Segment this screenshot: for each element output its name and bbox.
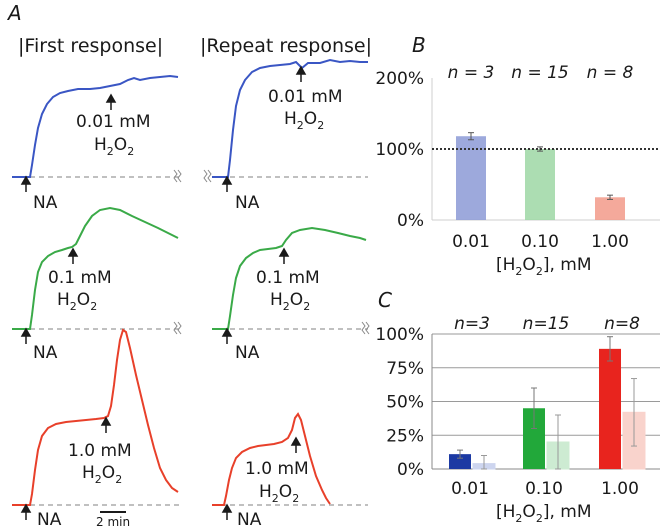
bars [456, 132, 625, 220]
bar-first [449, 454, 471, 469]
bar [456, 136, 486, 220]
na-label: NA [235, 193, 260, 213]
trace-first-0p01 [12, 74, 179, 178]
conc-label: 1.0 mM [68, 441, 132, 461]
arrow-up-icon [290, 436, 302, 453]
x-tick-label: 1.00 [601, 479, 639, 499]
x-tick-label: 0.10 [525, 479, 563, 499]
conc-label: 1.0 mM [245, 459, 309, 479]
arrow-up-icon [221, 175, 233, 192]
bars [449, 336, 646, 470]
panel-a-letter: A [6, 1, 22, 25]
bar [525, 149, 555, 220]
header-repeat-response: |Repeat response| [200, 35, 372, 57]
trace-row-2: NA 0.1 mM H2O2 NA 0.1 mM H2O2 [12, 206, 370, 363]
panel-a: A |First response| |Repeat response| NA … [6, 1, 372, 529]
x-tick-label: 0.01 [452, 232, 490, 252]
y-tick-labels: 0% 100% 200% [375, 69, 424, 231]
x-tick-label: 1.00 [591, 232, 629, 252]
na-label: NA [235, 343, 260, 363]
arrow-up-icon [67, 247, 79, 264]
trace-row-3: NA 1.0 mM H2O2 2 min NA 1.0 mM H2O2 [12, 328, 368, 529]
n-labels: n = 3 n = 15 n = 8 [448, 63, 634, 83]
x-axis-label: [H2O2], mM [496, 502, 591, 525]
h2o2-label: H2O2 [259, 482, 299, 505]
arrow-up-icon [278, 247, 290, 264]
n-label: n=3 [454, 314, 490, 334]
na-label: NA [33, 343, 58, 363]
n-label: n = 3 [448, 63, 495, 83]
x-tick-labels: 0.01 0.10 1.00 [451, 479, 639, 499]
y-tick-label: 0% [397, 211, 424, 231]
arrow-up-icon [20, 327, 32, 344]
h2o2-label: H2O2 [284, 109, 324, 132]
conc-label: 0.01 mM [76, 112, 150, 132]
axis-break-mark [203, 169, 212, 183]
bar-first [523, 408, 545, 469]
time-scale-label: 2 min [96, 515, 130, 529]
arrow-up-icon [20, 503, 32, 520]
trace-first-0p1 [12, 206, 179, 330]
y-tick-label: 100% [375, 325, 424, 345]
x-axis-label: [H2O2], mM [496, 255, 591, 278]
arrow-up-icon [221, 327, 233, 344]
x-tick-label: 0.01 [451, 479, 489, 499]
y-tick-label: 50% [386, 393, 424, 413]
n-label: n=15 [523, 314, 570, 334]
arrow-up-icon [20, 175, 32, 192]
n-label: n = 15 [511, 63, 568, 83]
y-tick-label: 0% [397, 460, 424, 480]
conc-label: 0.1 mM [256, 268, 320, 288]
h2o2-label: H2O2 [270, 290, 310, 313]
y-tick-label: 25% [386, 426, 424, 446]
arrow-up-icon [100, 416, 112, 433]
n-label: n=8 [604, 314, 640, 334]
trace-repeat-0p01 [212, 58, 368, 178]
h2o2-label: H2O2 [82, 463, 122, 486]
na-label: NA [37, 510, 62, 529]
trace-row-1: NA 0.01 mM H2O2 NA 0.01 mM H2O2 [12, 58, 368, 213]
header-first-response: |First response| [18, 35, 163, 57]
x-tick-labels: 0.01 0.10 1.00 [452, 232, 629, 252]
axis-break-mark [173, 169, 182, 183]
x-tick-label: 0.10 [521, 232, 559, 252]
arrow-up-icon [295, 65, 307, 82]
y-tick-label: 200% [375, 69, 424, 89]
y-tick-labels: 0% 25% 50% 75% 100% [375, 325, 424, 480]
h2o2-label: H2O2 [94, 135, 134, 158]
axis-break-mark [173, 321, 182, 335]
arrow-up-icon [105, 93, 117, 110]
n-label: n = 8 [587, 63, 634, 83]
conc-label: 0.1 mM [48, 268, 112, 288]
panel-c-letter: C [378, 288, 392, 312]
trace-first-1p0 [12, 328, 179, 506]
na-label: NA [33, 193, 58, 213]
y-tick-label: 75% [386, 359, 424, 379]
panel-b: B 0% 100% 200% n = 3 n = 15 n = 8 0.01 0.10 1.… [375, 33, 660, 278]
trace-repeat-1p0 [212, 412, 331, 506]
bar [595, 197, 625, 220]
conc-label: 0.01 mM [268, 87, 342, 107]
bar-first [599, 348, 621, 469]
panel-b-letter: B [412, 33, 426, 57]
y-tick-label: 100% [375, 140, 424, 160]
n-labels: n=3 n=15 n=8 [454, 314, 640, 334]
arrow-up-icon [221, 503, 233, 520]
axis-break-mark [361, 321, 370, 335]
h2o2-label: H2O2 [57, 290, 97, 313]
na-label: NA [237, 510, 262, 529]
trace-repeat-0p1 [212, 226, 367, 330]
panel-c: C 0% 25% 50% 75% 100% n=3 n=15 n=8 0.01 0.10 1.0… [375, 288, 660, 525]
